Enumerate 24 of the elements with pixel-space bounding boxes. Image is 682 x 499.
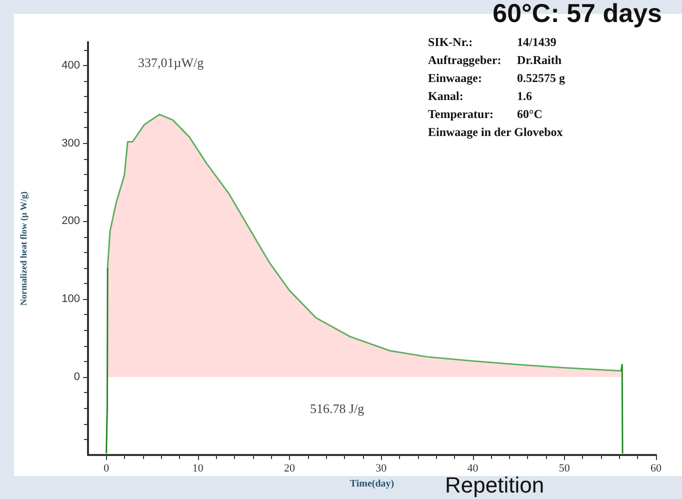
text: Auftraggeber: Dr.Raith — [428, 53, 562, 67]
x-tick-label: 50 — [558, 462, 570, 474]
y-tick-label: 300 — [62, 137, 80, 150]
y-tick-label: 400 — [62, 59, 80, 72]
x-tick-label: 40 — [467, 462, 479, 474]
annotation: 337,01µW/g — [138, 55, 204, 70]
x-tick-label: 20 — [284, 462, 296, 474]
text: SIK-Nr.: 14/1439 — [428, 35, 556, 49]
annotation: 516.78 J/g — [310, 401, 365, 416]
text: Repetition — [445, 472, 544, 498]
y-axis-title: Normalized heat flow (µ W/g) — [18, 192, 28, 306]
chart-title: 60°C: 57 days — [492, 0, 662, 28]
x-tick-label: 60 — [650, 462, 662, 474]
y-tick-label: 100 — [62, 293, 80, 306]
y-tick-label: 0 — [74, 371, 80, 384]
x-tick-label: 30 — [376, 462, 388, 474]
x-tick-label: 10 — [192, 462, 204, 474]
text: Kanal: 1.6 — [428, 89, 532, 103]
x-axis-title: Time(day) — [350, 478, 394, 490]
annotation: Einwaage in der Glovebox — [428, 125, 563, 139]
y-tick-label: 200 — [62, 215, 80, 228]
text: Einwaage: 0.52575 g — [428, 71, 565, 85]
x-tick-label: 0 — [104, 462, 110, 474]
text: Temperatur: 60°C — [428, 107, 542, 121]
